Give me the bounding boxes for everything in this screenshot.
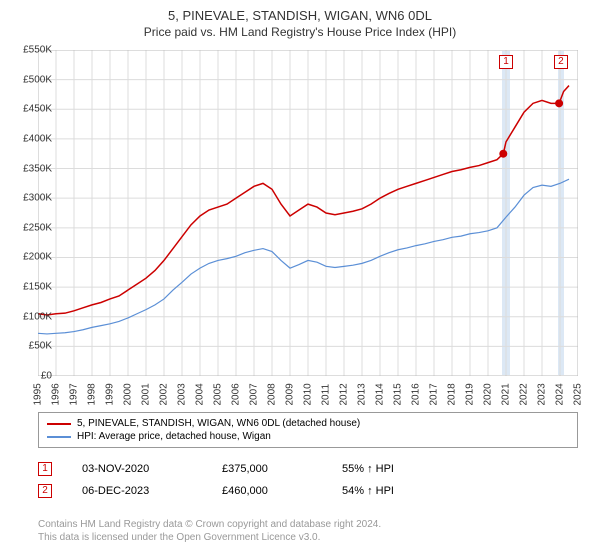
y-tick-label: £350K (23, 163, 52, 174)
event-marker-inline: 2 (38, 484, 52, 498)
x-tick-label: 2012 (339, 390, 350, 406)
footer-line-2: This data is licensed under the Open Gov… (38, 531, 578, 544)
x-tick-label: 2016 (411, 390, 422, 406)
footer: Contains HM Land Registry data © Crown c… (38, 518, 578, 544)
y-tick-label: £250K (23, 222, 52, 233)
y-tick-label: £50K (29, 341, 52, 352)
chart-area: 12 (38, 50, 578, 376)
y-tick-label: £450K (23, 104, 52, 115)
x-tick-label: 1998 (87, 390, 98, 406)
x-tick-label: 2024 (555, 390, 566, 406)
y-tick-label: £300K (23, 193, 52, 204)
event-delta: 55% ↑ HPI (342, 463, 394, 475)
x-tick-label: 1995 (33, 390, 44, 406)
legend-row: 5, PINEVALE, STANDISH, WIGAN, WN6 0DL (d… (47, 417, 569, 430)
x-tick-label: 1997 (69, 390, 80, 406)
legend-row: HPI: Average price, detached house, Wiga… (47, 430, 569, 443)
chart-container: 5, PINEVALE, STANDISH, WIGAN, WN6 0DL Pr… (0, 0, 600, 560)
y-tick-label: £200K (23, 252, 52, 263)
x-tick-label: 2017 (429, 390, 440, 406)
event-date: 03-NOV-2020 (82, 463, 192, 475)
footer-line-1: Contains HM Land Registry data © Crown c… (38, 518, 578, 531)
legend-swatch (47, 423, 71, 425)
x-tick-label: 2004 (195, 390, 206, 406)
event-date: 06-DEC-2023 (82, 485, 192, 497)
legend-label: HPI: Average price, detached house, Wiga… (77, 431, 271, 442)
x-tick-label: 2009 (285, 390, 296, 406)
x-tick-label: 2002 (159, 390, 170, 406)
x-tick-label: 2007 (249, 390, 260, 406)
x-tick-label: 2000 (123, 390, 134, 406)
x-tick-label: 2014 (375, 390, 386, 406)
events-row: 1 03-NOV-2020 £375,000 55% ↑ HPI (38, 458, 578, 480)
event-price: £375,000 (222, 463, 312, 475)
y-tick-label: £150K (23, 282, 52, 293)
legend-swatch (47, 436, 71, 438)
x-tick-label: 2011 (321, 390, 332, 406)
page-title: 5, PINEVALE, STANDISH, WIGAN, WN6 0DL (0, 0, 600, 23)
event-marker-inline: 1 (38, 462, 52, 476)
y-tick-label: £400K (23, 133, 52, 144)
x-tick-label: 2001 (141, 390, 152, 406)
legend: 5, PINEVALE, STANDISH, WIGAN, WN6 0DL (d… (38, 412, 578, 448)
x-tick-label: 2010 (303, 390, 314, 406)
x-tick-label: 2015 (393, 390, 404, 406)
event-box: 2 (554, 55, 568, 69)
x-tick-label: 1999 (105, 390, 116, 406)
x-tick-label: 2008 (267, 390, 278, 406)
x-tick-label: 2025 (573, 390, 584, 406)
page-subtitle: Price paid vs. HM Land Registry's House … (0, 23, 600, 39)
x-tick-label: 2019 (465, 390, 476, 406)
x-tick-label: 2021 (501, 390, 512, 406)
y-tick-label: £500K (23, 74, 52, 85)
x-tick-label: 2006 (231, 390, 242, 406)
legend-label: 5, PINEVALE, STANDISH, WIGAN, WN6 0DL (d… (77, 418, 360, 429)
x-tick-label: 2003 (177, 390, 188, 406)
x-tick-label: 2018 (447, 390, 458, 406)
y-tick-label: £0 (41, 371, 52, 382)
event-delta: 54% ↑ HPI (342, 485, 394, 497)
event-price: £460,000 (222, 485, 312, 497)
events-row: 2 06-DEC-2023 £460,000 54% ↑ HPI (38, 480, 578, 502)
events-table: 1 03-NOV-2020 £375,000 55% ↑ HPI 2 06-DE… (38, 458, 578, 502)
x-tick-label: 2022 (519, 390, 530, 406)
x-tick-label: 2020 (483, 390, 494, 406)
event-box: 1 (499, 55, 513, 69)
y-tick-label: £550K (23, 45, 52, 56)
x-tick-label: 2005 (213, 390, 224, 406)
x-tick-label: 2013 (357, 390, 368, 406)
lines-svg (38, 50, 578, 376)
x-tick-label: 2023 (537, 390, 548, 406)
y-tick-label: £100K (23, 311, 52, 322)
x-tick-label: 1996 (51, 390, 62, 406)
